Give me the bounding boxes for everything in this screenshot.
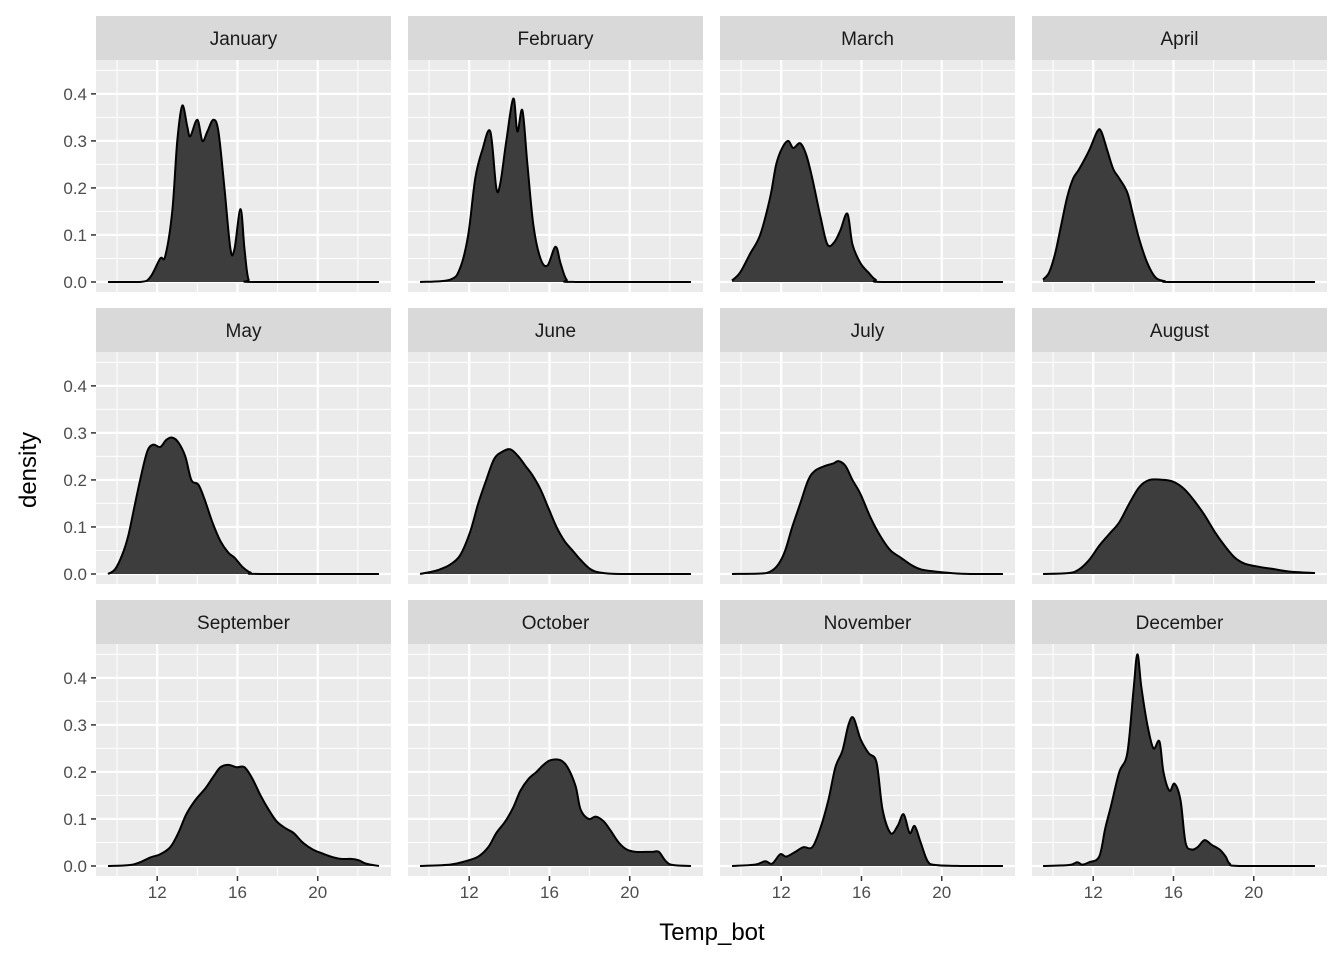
- facet-panel-july: July: [720, 308, 1015, 584]
- density-line: [1043, 653, 1315, 867]
- density-area: [420, 98, 691, 282]
- density-line: [732, 460, 1003, 575]
- facet-strip: [720, 16, 1015, 60]
- density-line: [419, 97, 691, 283]
- x-tick-label: 16: [1164, 883, 1183, 902]
- x-tick-label: 16: [228, 883, 247, 902]
- facet-panel-august: August: [1032, 308, 1327, 584]
- x-tick-label: 16: [852, 883, 871, 902]
- facet-strip: [1032, 308, 1327, 352]
- density-line: [107, 763, 380, 867]
- y-tick-label: 0.4: [63, 85, 87, 104]
- y-tick-label: 0.2: [63, 763, 87, 782]
- facet-strip-label: October: [522, 613, 590, 634]
- density-line: [419, 448, 691, 575]
- y-tick-label: 0.2: [63, 471, 87, 490]
- facet-panel-march: March: [720, 16, 1015, 292]
- facet-panel-february: February: [408, 16, 703, 292]
- y-tick-label: 0.2: [63, 179, 87, 198]
- facet-strip-label: November: [824, 613, 912, 634]
- facet-strip: [408, 308, 703, 352]
- density-area: [108, 764, 379, 866]
- facet-strip: [96, 16, 391, 60]
- density-area: [420, 449, 691, 574]
- x-tick-label: 20: [308, 883, 327, 902]
- facet-panel-june: June: [408, 308, 703, 584]
- facet-strip-label: May: [226, 321, 262, 342]
- y-tick-label: 0.1: [63, 226, 87, 245]
- density-line: [108, 104, 379, 283]
- facet-panel-may: May 0.0 0.1 0.2 0.3 0.4: [63, 308, 391, 584]
- x-axis-title: Temp_bot: [659, 919, 765, 946]
- facet-strip-label: September: [197, 613, 291, 634]
- y-tick-label: 0.1: [63, 518, 87, 537]
- facet-strip: [1032, 600, 1327, 644]
- facet-strip: [720, 308, 1015, 352]
- facet-panel-november: November 12 16 20: [720, 600, 1015, 902]
- facet-strip: [408, 16, 703, 60]
- facet-strip: [1032, 16, 1327, 60]
- facet-strip-label: June: [535, 321, 576, 342]
- x-tick-label: 12: [772, 883, 791, 902]
- facet-panel-december: December 12 16 20: [1032, 600, 1327, 902]
- x-tick-label: 16: [540, 883, 559, 902]
- density-area: [1043, 479, 1315, 574]
- density-area: [420, 759, 691, 866]
- facet-strip-label: March: [841, 29, 894, 50]
- facet-strip: [96, 600, 391, 644]
- density-line: [731, 716, 1003, 867]
- density-area: [732, 140, 1003, 282]
- density-area: [1043, 129, 1315, 282]
- x-tick-label: 20: [620, 883, 639, 902]
- density-area: [732, 717, 1003, 866]
- facet-strip-label: January: [210, 29, 278, 50]
- density-line: [107, 436, 379, 575]
- facet-strip: [96, 308, 391, 352]
- x-tick-label: 12: [1084, 883, 1103, 902]
- density-area: [1043, 654, 1315, 866]
- y-tick-label: 0.4: [63, 669, 87, 688]
- y-tick-label: 0.3: [63, 132, 87, 151]
- x-tick-label: 12: [148, 883, 167, 902]
- facet-panel-april: April: [1032, 16, 1327, 292]
- y-tick-label: 0.0: [63, 565, 87, 584]
- density-area: [108, 437, 379, 574]
- x-tick-label: 12: [460, 883, 479, 902]
- y-tick-label: 0.0: [63, 857, 87, 876]
- facet-strip-label: July: [851, 321, 885, 342]
- facet-strip-label: April: [1160, 29, 1198, 50]
- x-tick-label: 20: [1244, 883, 1263, 902]
- facet-strip: [720, 600, 1015, 644]
- facet-panel-october: October 12 16 20: [408, 600, 703, 902]
- y-tick-label: 0.3: [63, 424, 87, 443]
- density-line: [1043, 478, 1316, 575]
- y-tick-label: 0.0: [63, 273, 87, 292]
- density-line: [419, 758, 692, 867]
- density-area: [732, 461, 1003, 574]
- x-tick-label: 20: [932, 883, 951, 902]
- facet-strip: [408, 600, 703, 644]
- y-axis-title: density: [15, 432, 42, 508]
- facet-panel-january: January 0.0 0.1 0.2 0.3 0.4: [63, 16, 391, 292]
- facet-strip-label: December: [1136, 613, 1224, 634]
- y-tick-label: 0.1: [63, 810, 87, 829]
- y-tick-label: 0.4: [63, 377, 87, 396]
- density-line: [1042, 128, 1315, 283]
- facet-panel-september: September 0.0 0.1 0.2 0.3 0.4 12 16 20: [63, 600, 391, 902]
- facet-strip-label: February: [517, 29, 594, 50]
- density-line: [731, 139, 1003, 283]
- facet-strip-label: August: [1150, 321, 1210, 342]
- y-tick-label: 0.3: [63, 716, 87, 735]
- density-area: [108, 105, 379, 282]
